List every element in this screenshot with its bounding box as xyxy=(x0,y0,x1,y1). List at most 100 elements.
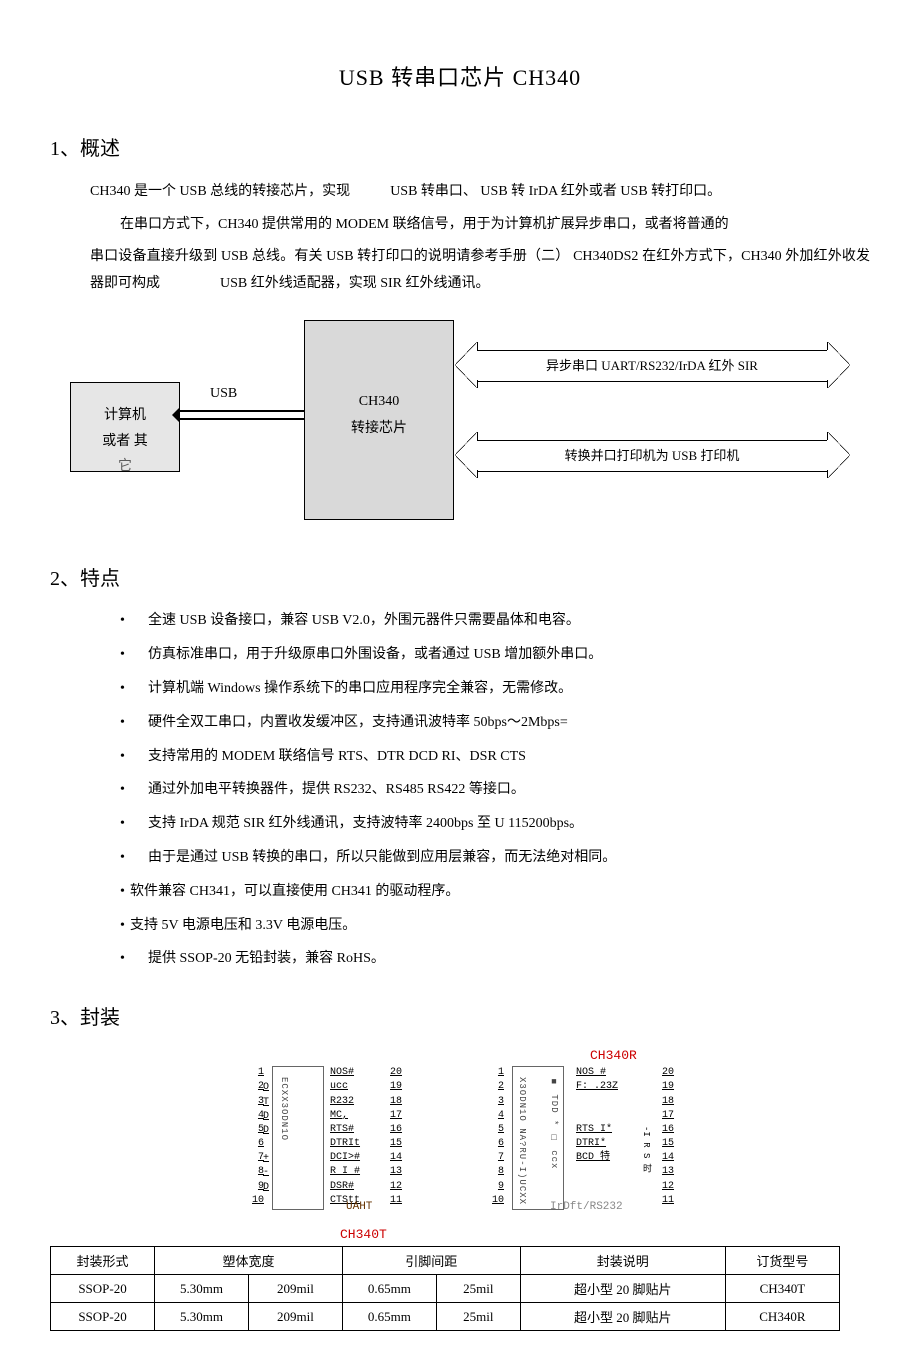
pin-label: 8 xyxy=(490,1165,504,1179)
pin-label: 16 xyxy=(390,1123,404,1137)
pin-label xyxy=(251,1138,269,1152)
feature-text: 支持常用的 MODEM 联络信号 RTS、DTR DCD RI、DSR CTS xyxy=(148,749,526,764)
overview-p3b: USB 红外线适配器，实现 SIR 红外线通讯。 xyxy=(220,276,490,291)
chip-a-body-text: ECXX3ODN1O xyxy=(279,1077,289,1141)
table-cell: CH340R xyxy=(725,1303,839,1331)
pin-label: 15 xyxy=(390,1137,404,1151)
pin-label: 5 xyxy=(490,1123,504,1137)
pin-label: 15 xyxy=(662,1137,676,1151)
pin-label: T xyxy=(251,1096,269,1110)
block-diagram: 计算机 或者 其 它 USB CH340 转接芯片 异步串口 UART/RS23… xyxy=(50,312,850,532)
feature-item: 通过外加电平转换器件，提供 RS232、RS485 RS422 等接口。 xyxy=(120,778,870,802)
pin-label: 20 xyxy=(390,1066,404,1080)
diagram-left-box: 计算机 或者 其 它 xyxy=(70,382,180,472)
features-list: 全速 USB 设备接口，兼容 USB V2.0，外围元器件只需要晶体和电容。仿真… xyxy=(50,609,870,971)
pin-label: - xyxy=(251,1166,269,1180)
pin-label xyxy=(251,1195,269,1209)
feature-text: 支持 5V 电源电压和 3.3V 电源电压。 xyxy=(130,918,356,933)
overview-p1b: USB 转串口、 USB 转 IrDA 红外或者 USB 转打印口。 xyxy=(390,184,721,199)
table-cell: 25mil xyxy=(436,1303,520,1331)
table-cell: 超小型 20 脚贴片 xyxy=(520,1275,725,1303)
pin-label: 3 xyxy=(490,1095,504,1109)
page-title: USB 转串口芯片 CH340 xyxy=(50,60,870,92)
left-box-l3: 它 xyxy=(71,454,179,479)
chip-a-sub: UAHT xyxy=(346,1201,372,1213)
overview-p1: CH340 是一个 USB 总线的转接芯片，实现 USB 转串口、 USB 转 I… xyxy=(90,179,870,206)
feature-item: 仿真标准串口，用于升级原串口外围设备，或者通过 USB 增加额外串口。 xyxy=(120,643,870,667)
usb-connector-line xyxy=(180,410,304,420)
table-cell: SSOP-20 xyxy=(51,1275,155,1303)
pin-label: 13 xyxy=(390,1165,404,1179)
arrow1-text: 异步串口 UART/RS232/IrDA 红外 SIR xyxy=(477,350,827,382)
table-cell: 209mil xyxy=(248,1303,342,1331)
pin-label: 20 xyxy=(662,1066,676,1080)
table-cell: SSOP-20 xyxy=(51,1303,155,1331)
chip-label-ch340r: CH340R xyxy=(590,1048,637,1063)
feature-item: 提供 SSOP-20 无铅封装，兼容 RoHS。 xyxy=(120,947,870,971)
pin-label: 18 xyxy=(390,1095,404,1109)
chip-a-left-signals: OTDD+-D xyxy=(251,1067,269,1209)
pin-label xyxy=(251,1067,269,1081)
pin-label: R I # xyxy=(330,1165,385,1179)
pin-label: 14 xyxy=(390,1151,404,1165)
table-cell: 0.65mm xyxy=(342,1303,436,1331)
table-cell: 25mil xyxy=(436,1275,520,1303)
feature-text: 提供 SSOP-20 无铅封装，兼容 RoHS。 xyxy=(148,951,385,966)
section-3-heading: 3、封装 xyxy=(50,1001,870,1030)
section-1-heading: 1、概述 xyxy=(50,132,870,161)
center-l2: 转接芯片 xyxy=(305,416,453,443)
table-row: SSOP-205.30mm209mil0.65mm25mil超小型 20 脚贴片… xyxy=(51,1303,840,1331)
left-box-l2: 或者 其 xyxy=(71,429,179,454)
pin-label: RTS I* xyxy=(576,1123,636,1137)
overview-p1a: CH340 是一个 USB 总线的转接芯片，实现 xyxy=(90,184,350,199)
table-header: 塑体宽度 xyxy=(155,1247,343,1275)
chip-b-body: X3ODN1O NA?RU-I)UCXX ■ TDD * □ ccx xyxy=(512,1066,564,1210)
chip-a-right-signals: NOS#uccR232MC,RTS#DTRItDCI>#R I #DSR#CTS… xyxy=(330,1066,385,1208)
table-header: 封装说明 xyxy=(520,1247,725,1275)
feature-item: 由于是通过 USB 转换的串口，所以只能做到应用层兼容，而无法绝对相同。 xyxy=(120,846,870,870)
pin-label: 9 xyxy=(490,1180,504,1194)
chip-a: 12345678910 ECXX3ODN1O OTDD+-D NOS#uccR2… xyxy=(250,1066,480,1211)
pin-label: 1 xyxy=(490,1066,504,1080)
table-cell: 0.65mm xyxy=(342,1275,436,1303)
pin-label: 7 xyxy=(490,1151,504,1165)
pin-label: 17 xyxy=(390,1109,404,1123)
table-header: 封装形式 xyxy=(51,1247,155,1275)
left-box-l1: 计算机 xyxy=(71,403,179,428)
feature-text: 由于是通过 USB 转换的串口，所以只能做到应用层兼容，而无法绝对相同。 xyxy=(148,850,616,865)
chip-b-sub: IrDft/RS232 xyxy=(550,1201,623,1213)
pin-label: MC, xyxy=(330,1109,385,1123)
pin-label: 14 xyxy=(662,1151,676,1165)
pin-label: 16 xyxy=(662,1123,676,1137)
pin-label: DTRIt xyxy=(330,1137,385,1151)
pin-label: 10 xyxy=(490,1194,504,1208)
pin-label xyxy=(576,1180,636,1194)
pin-label: 4 xyxy=(490,1109,504,1123)
center-l1: CH340 xyxy=(305,389,453,416)
pin-label: 19 xyxy=(390,1080,404,1094)
pin-label: NOS# xyxy=(330,1066,385,1080)
table-row: SSOP-205.30mm209mil0.65mm25mil超小型 20 脚贴片… xyxy=(51,1275,840,1303)
overview-p2: 在串口方式下，CH340 提供常用的 MODEM 联络信号，用于为计算机扩展异步… xyxy=(120,212,870,239)
pin-label xyxy=(576,1109,636,1123)
pin-label: 11 xyxy=(662,1194,676,1208)
pin-label: BCD 特 xyxy=(576,1151,636,1165)
feature-item: 计算机端 Windows 操作系统下的串口应用程序完全兼容，无需修改。 xyxy=(120,677,870,701)
chip-b-body-text: X3ODN1O NA?RU-I)UCXX xyxy=(517,1077,527,1205)
pin-label: D xyxy=(251,1181,269,1195)
pin-label: DCI># xyxy=(330,1151,385,1165)
table-cell: CH340T xyxy=(725,1275,839,1303)
pin-label: 12 xyxy=(662,1180,676,1194)
pin-label: NOS # xyxy=(576,1066,636,1080)
feature-text: 硬件全双工串口，内置收发缓冲区，支持通讯波特率 50bps～2Mbps= xyxy=(148,715,568,730)
pin-label: 11 xyxy=(390,1194,404,1208)
pin-label: 19 xyxy=(662,1080,676,1094)
pin-label: DTRI* xyxy=(576,1137,636,1151)
pin-label: 12 xyxy=(390,1180,404,1194)
pin-label: 18 xyxy=(662,1095,676,1109)
pin-label: 2 xyxy=(490,1080,504,1094)
feature-item: 支持常用的 MODEM 联络信号 RTS、DTR DCD RI、DSR CTS xyxy=(120,745,870,769)
feature-item: 支持 5V 电源电压和 3.3V 电源电压。 xyxy=(120,914,870,938)
chip-b-left-sig: ■ TDD * □ ccx xyxy=(549,1077,559,1169)
feature-item: 硬件全双工串口，内置收发缓冲区，支持通讯波特率 50bps～2Mbps= xyxy=(120,711,870,735)
